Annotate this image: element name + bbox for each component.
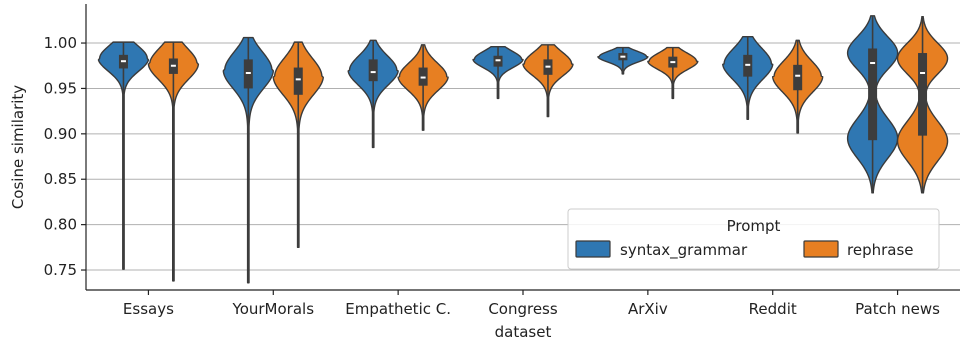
- x-tick-label-reddit: Reddit: [749, 300, 797, 318]
- x-axis-title: dataset: [495, 323, 552, 341]
- y-tick-label: 1.00: [44, 34, 77, 52]
- y-tick-label: 0.75: [44, 261, 77, 279]
- grid-lines: [86, 42, 960, 271]
- y-ticks: 0.75 0.80 0.85 0.90 0.95 1.00: [44, 34, 86, 279]
- legend-title: Prompt: [727, 217, 781, 235]
- y-tick-label: 0.80: [44, 216, 77, 234]
- x-tick-label-yourmorals: YourMorals: [232, 300, 315, 318]
- y-tick-label: 0.90: [44, 125, 77, 143]
- legend-label-rephrase: rephrase: [847, 241, 914, 259]
- x-tick-label-empathetic-c: Empathetic C.: [345, 300, 451, 318]
- y-axis-title: Cosine similarity: [9, 85, 27, 209]
- legend-swatch-syntax-grammar: [575, 240, 611, 258]
- x-ticks: Essays YourMorals Empathetic C. Congress ArX…: [123, 290, 940, 318]
- legend: Prompt syntax_grammar rephrase: [567, 208, 940, 270]
- x-tick-label-congress: Congress: [488, 300, 558, 318]
- x-tick-label-essays: Essays: [123, 300, 174, 318]
- x-tick-label-patch-news: Patch news: [855, 300, 940, 318]
- violins: [97, 15, 949, 284]
- iqr-box-syntax-grammar-empathetic-c: [368, 59, 378, 82]
- iqr-box-rephrase-patch-news: [918, 53, 928, 136]
- y-tick-label: 0.95: [44, 79, 77, 97]
- iqr-box-syntax-grammar-patch-news: [868, 48, 878, 141]
- x-tick-label-arxiv: ArXiv: [628, 300, 668, 318]
- y-tick-label: 0.85: [44, 170, 77, 188]
- iqr-box-rephrase-yourmorals: [293, 67, 303, 95]
- legend-swatch-rephrase: [803, 240, 839, 258]
- legend-frame: [567, 208, 940, 270]
- legend-label-syntax-grammar: syntax_grammar: [620, 241, 748, 260]
- iqr-box-rephrase-reddit: [793, 64, 803, 91]
